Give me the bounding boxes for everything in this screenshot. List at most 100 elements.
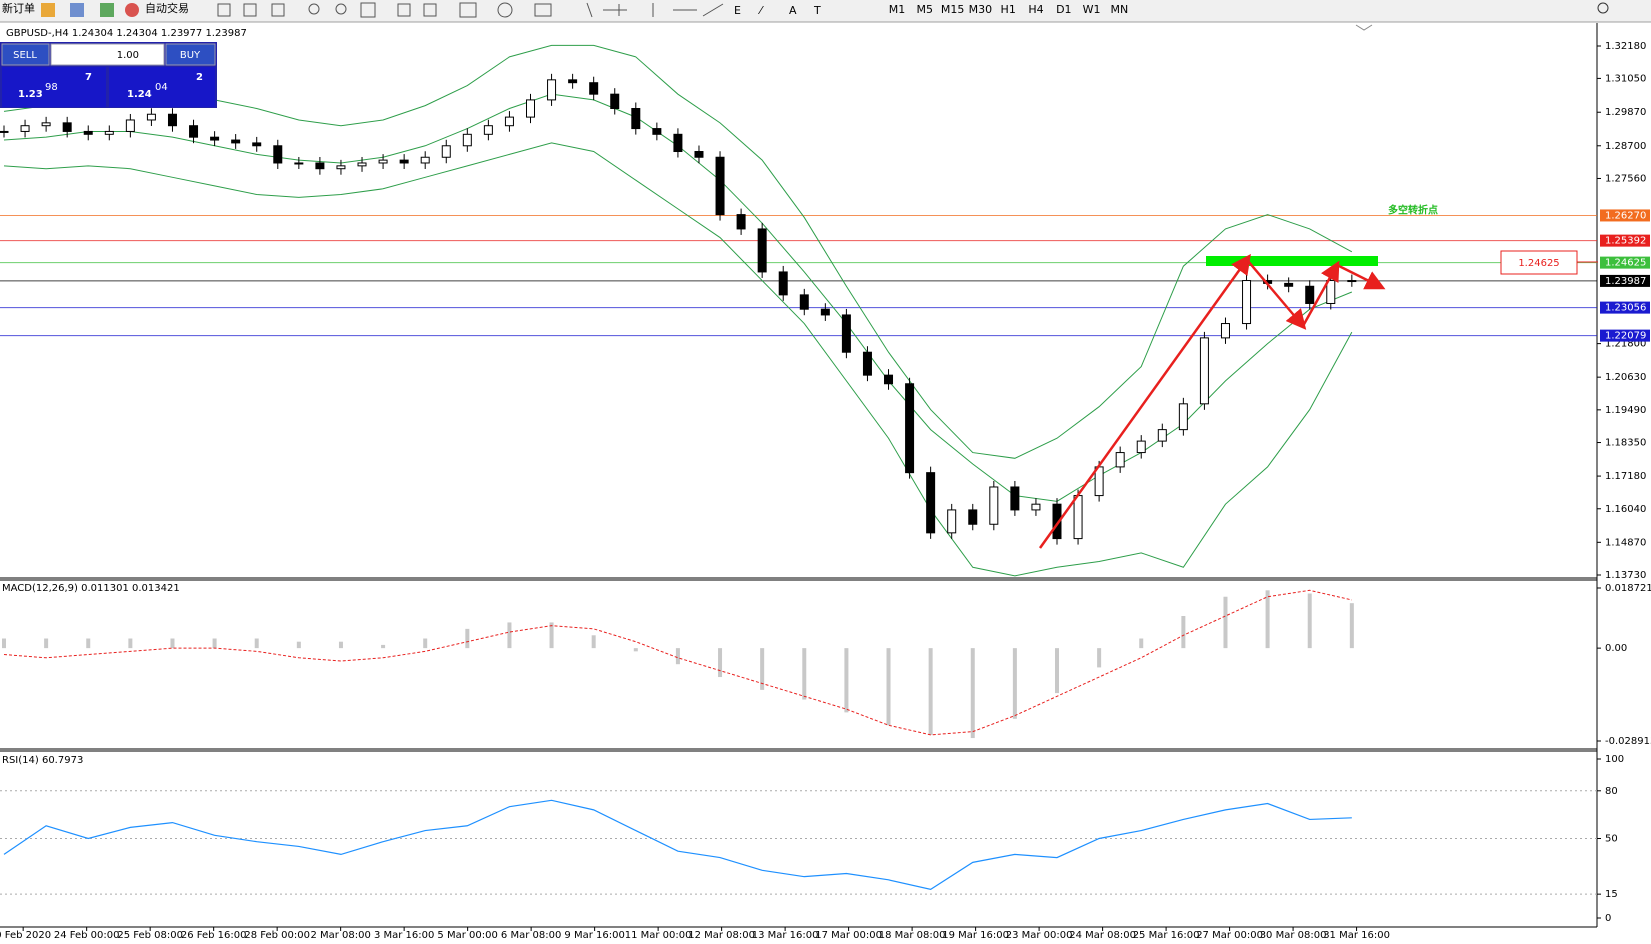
new-order-button[interactable]: 新订单: [2, 1, 35, 15]
candle: [1052, 503, 1062, 540]
timeframe-button[interactable]: M1: [889, 3, 906, 16]
search-icon[interactable]: [1597, 2, 1609, 14]
macd-bar: [423, 638, 428, 649]
timeframe-button[interactable]: H4: [1028, 3, 1043, 16]
macd-bar: [633, 648, 638, 652]
y-tick-label: 100: [1605, 754, 1624, 765]
candle: [378, 159, 388, 164]
macd-bar: [1265, 590, 1270, 649]
x-tick-label: 28 Feb 00:00: [244, 930, 310, 941]
y-tick-label: 0: [1605, 913, 1611, 924]
macd-bar: [675, 648, 680, 665]
candle: [841, 314, 851, 353]
bid-big: 1.23: [18, 89, 43, 100]
buy-label[interactable]: BUY: [180, 50, 201, 61]
price-level-box: [1600, 209, 1650, 222]
tool-label[interactable]: T: [813, 4, 821, 17]
candle: [1199, 337, 1209, 405]
bollinger-lower: [3, 142, 1353, 577]
bid-pip: 7: [85, 72, 92, 83]
candle: [273, 145, 283, 164]
timeframe-button[interactable]: H1: [1001, 3, 1016, 16]
candle: [210, 136, 220, 141]
candle: [504, 116, 514, 127]
candle: [167, 113, 177, 127]
one-click-trading: SELL 1.00 BUY 1.23 98 7 1.24 04 2: [0, 42, 217, 108]
auto-trading-button[interactable]: 自动交易: [145, 1, 189, 15]
macd-bar: [1349, 603, 1354, 649]
macd-bar: [212, 638, 217, 649]
price-level-box: [1600, 234, 1650, 247]
y-tick-label: 1.27560: [1605, 173, 1646, 184]
candle: [715, 156, 725, 216]
sell-button[interactable]: [1, 43, 50, 66]
candle: [799, 294, 809, 310]
bid-main: 98: [45, 82, 58, 93]
candle: [820, 308, 830, 316]
icon[interactable]: [41, 3, 55, 17]
x-tick-label: 27 Mar 00:00: [1196, 930, 1263, 941]
y-tick-label: 80: [1605, 786, 1618, 797]
y-tick-label: 0.00: [1605, 643, 1627, 654]
x-tick-label: 30 Mar 08:00: [1260, 930, 1327, 941]
lot-input[interactable]: [50, 43, 165, 66]
price-level-box: [1600, 256, 1650, 269]
lot-value[interactable]: 1.00: [117, 50, 139, 61]
y-tick-label: 1.28700: [1605, 141, 1646, 152]
x-tick-label: 25 Feb 08:00: [117, 930, 183, 941]
price-level-label: 1.22079: [1605, 331, 1646, 342]
annotation: 多空转折点: [1388, 204, 1438, 217]
timeframe-button[interactable]: M30: [969, 3, 993, 16]
candle: [83, 130, 93, 135]
x-tick-label: 9 Mar 16:00: [564, 930, 624, 941]
tool-text[interactable]: A: [789, 4, 797, 17]
macd-bar: [86, 638, 91, 649]
macd-bar: [1097, 648, 1102, 668]
macd-caption: MACD(12,26,9) 0.011301 0.013421: [2, 583, 180, 594]
y-tick-label: 1.13730: [1605, 570, 1646, 581]
sell-label[interactable]: SELL: [13, 50, 37, 61]
price-callout: 1.24625: [1518, 258, 1559, 269]
x-tick-label: 17 Mar 00:00: [815, 930, 882, 941]
macd-bar: [296, 641, 301, 649]
timeframe-button[interactable]: M15: [941, 3, 965, 16]
panel-borders: [0, 23, 1598, 928]
icon[interactable]: [70, 3, 84, 17]
tool-fibo[interactable]: E: [734, 4, 741, 17]
y-tick-label: 1.16040: [1605, 504, 1646, 515]
candle: [610, 93, 620, 110]
macd-bar: [718, 648, 723, 678]
candle: [989, 486, 999, 525]
candle: [1284, 282, 1294, 287]
y-tick-label: 50: [1605, 834, 1618, 845]
candle: [547, 79, 557, 101]
candle: [778, 271, 788, 296]
timeframe-button[interactable]: D1: [1056, 3, 1071, 16]
buy-button[interactable]: [165, 43, 216, 66]
macd-bar: [591, 635, 596, 649]
price-level-label: 1.23987: [1605, 276, 1646, 287]
auto-trading-icon[interactable]: [125, 3, 139, 17]
candle: [41, 122, 51, 127]
timeframe-button[interactable]: M5: [917, 3, 934, 16]
price-level-label: 1.25392: [1605, 236, 1646, 247]
bid-box[interactable]: [2, 67, 106, 107]
timeframe-button[interactable]: W1: [1083, 3, 1101, 16]
macd-bar: [338, 641, 343, 649]
ask-box[interactable]: [109, 67, 215, 107]
candle: [1347, 280, 1357, 283]
ask-main: 04: [155, 82, 168, 93]
x-tick-label: 31 Mar 16:00: [1323, 930, 1390, 941]
icon[interactable]: [100, 3, 114, 17]
macd-bar: [760, 648, 765, 690]
macd-bar: [1012, 648, 1017, 719]
tool-channel[interactable]: ⁄: [757, 4, 764, 17]
shift-marker: [1355, 24, 1373, 31]
timeframe-button[interactable]: MN: [1111, 3, 1129, 16]
y-tick-label: 1.17180: [1605, 471, 1646, 482]
candle: [1031, 503, 1041, 511]
candle: [1178, 403, 1188, 431]
trend-arrows: [1038, 253, 1386, 549]
